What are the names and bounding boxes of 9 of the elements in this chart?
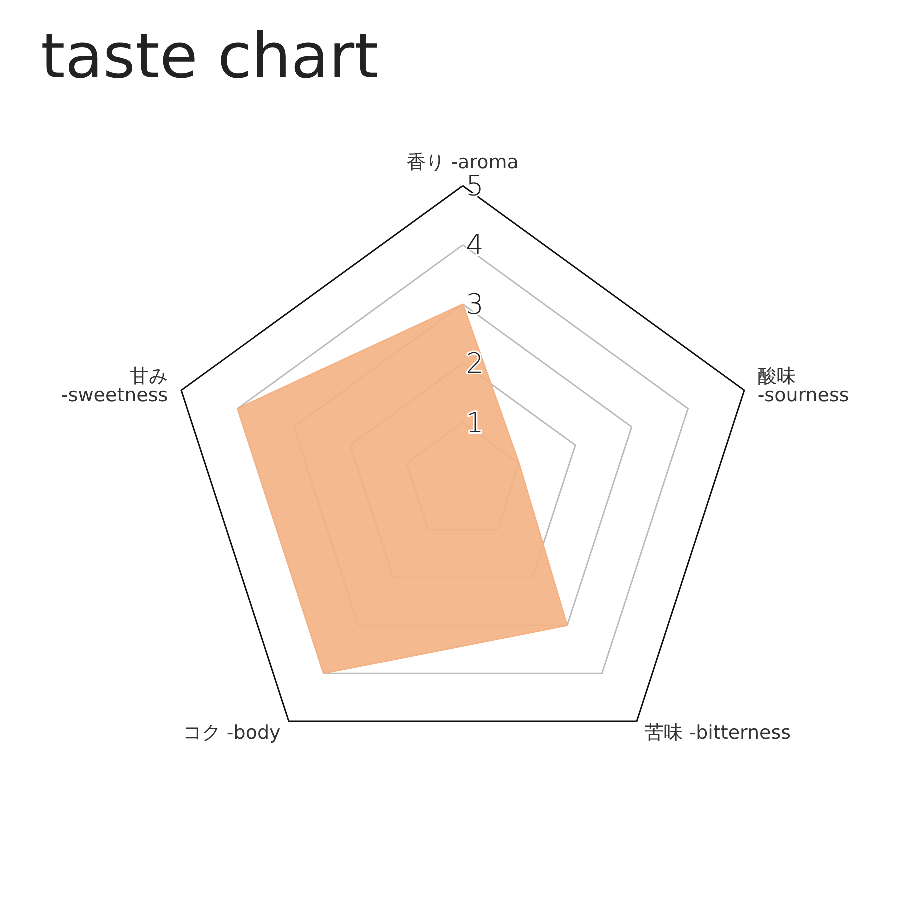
y-tick-label: 2 [466, 347, 484, 380]
chart-title: taste chart [41, 20, 379, 92]
spoke-label: コク -body [182, 722, 281, 744]
y-tick-label: 4 [466, 228, 484, 262]
y-tick-label: 3 [466, 288, 484, 321]
y-tick-label: 1 [466, 406, 484, 440]
spoke-label: 酸味 -sourness [758, 366, 850, 407]
spoke-label: 甘み -sweetness [62, 366, 168, 407]
spoke-label: 苦味 -bitterness [645, 722, 792, 744]
